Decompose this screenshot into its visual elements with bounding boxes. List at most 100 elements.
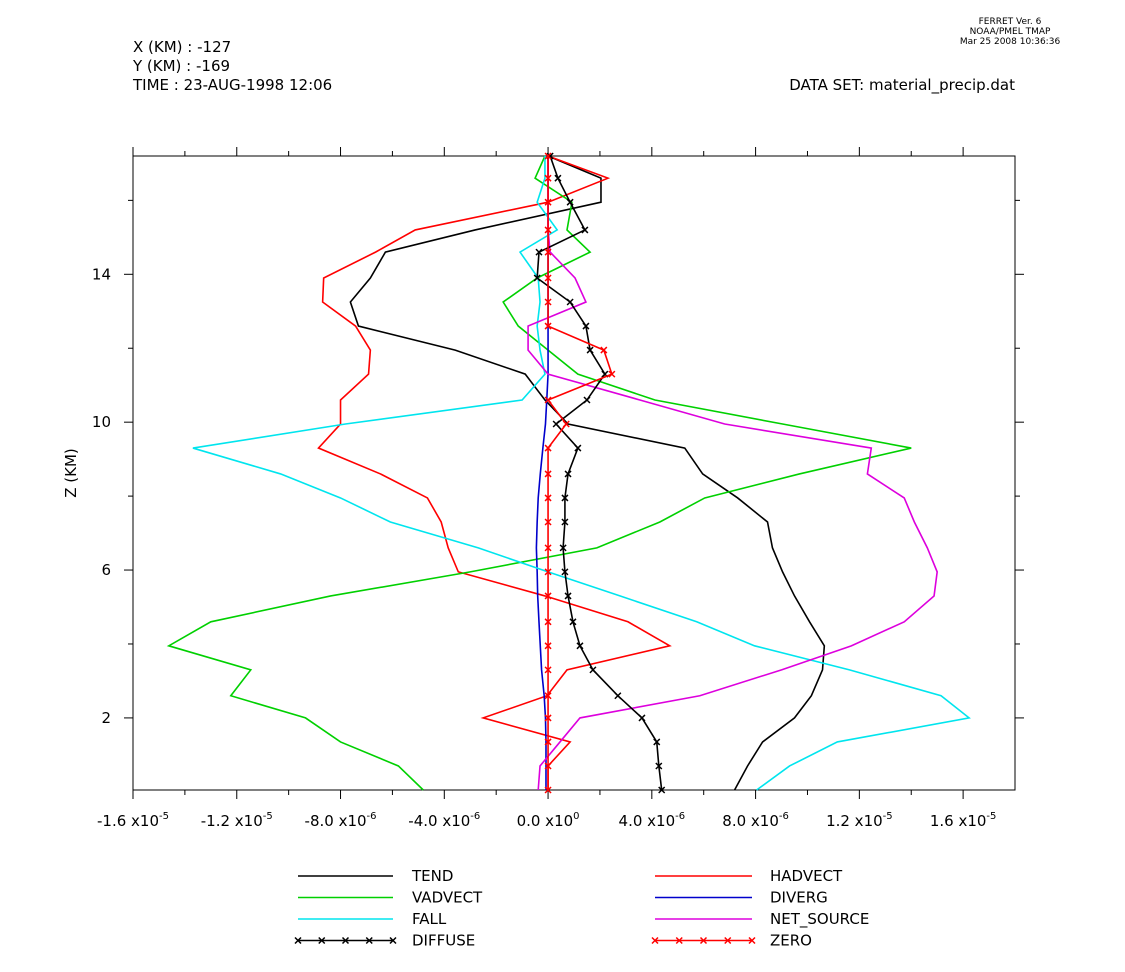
x-tick-label: 0.0 x100 [517, 811, 580, 830]
legend-marker [724, 936, 732, 945]
point-marker [544, 692, 552, 700]
point-marker [653, 738, 661, 746]
point-marker [544, 248, 552, 256]
x-tick-label: 1.2 x10-5 [826, 811, 893, 830]
point-marker [544, 642, 552, 650]
point-marker [544, 226, 552, 234]
legend-marker [748, 936, 756, 945]
x-tick-mantissa: 8.0 x10 [722, 812, 779, 830]
point-marker [566, 298, 574, 306]
legend-label: ZERO [770, 932, 812, 950]
point-marker [576, 642, 584, 650]
y-tick-label: 10 [92, 413, 111, 431]
point-marker [552, 420, 560, 428]
point-marker [544, 396, 552, 404]
x-tick-exponent: -5 [159, 811, 169, 822]
point-marker [608, 370, 616, 378]
legend-label: VADVECT [412, 889, 483, 907]
legend-label: FALL [412, 910, 447, 928]
point-marker [544, 786, 552, 794]
point-marker [544, 762, 552, 770]
legend-label: HADVECT [770, 867, 843, 885]
organization: NOAA/PMEL TMAP [970, 27, 1051, 37]
point-marker [544, 738, 552, 746]
y-axis-label: Z (KM) [62, 448, 80, 498]
point-marker [554, 174, 562, 182]
point-marker [583, 396, 591, 404]
series-line [527, 156, 938, 791]
plot-frame [132, 155, 1016, 791]
x-tick-label: -1.2 x10-5 [201, 811, 273, 830]
legend-label: DIVERG [770, 889, 828, 907]
point-marker [544, 714, 552, 722]
point-marker [561, 518, 569, 526]
point-marker [535, 248, 543, 256]
series-line [192, 156, 971, 791]
x-tick-label: -1.6 x10-5 [97, 811, 169, 830]
legend-label: DIFFUSE [412, 932, 475, 950]
point-marker [544, 322, 552, 330]
x-tick-exponent: -5 [986, 811, 996, 822]
point-marker [561, 494, 569, 502]
point-marker [544, 470, 552, 478]
point-marker [544, 444, 552, 452]
point-marker [533, 274, 541, 282]
x-tick-label: 8.0 x10-6 [722, 811, 789, 830]
legend-marker [341, 936, 350, 945]
y-tick-label: 6 [101, 561, 111, 579]
x-tick-mantissa: -1.2 x10 [201, 812, 263, 830]
point-marker [614, 692, 622, 700]
series-line [349, 155, 826, 791]
legend-marker [294, 936, 302, 945]
point-marker [600, 346, 608, 354]
point-marker [655, 762, 663, 770]
y-tick-label: 14 [92, 265, 111, 283]
y-tick-label: 2 [101, 709, 111, 727]
point-marker [589, 666, 597, 674]
x-tick-mantissa: 1.6 x10 [930, 812, 987, 830]
legend-label: NET_SOURCE [770, 910, 869, 929]
point-marker [581, 226, 589, 234]
legend-marker [699, 936, 708, 945]
point-marker [544, 568, 552, 576]
legend-marker [389, 936, 397, 945]
point-marker [586, 346, 594, 354]
point-marker [574, 444, 582, 452]
x-tick-label: -8.0 x10-6 [305, 811, 377, 830]
point-marker [544, 298, 552, 306]
point-marker [544, 544, 552, 552]
x-tick-mantissa: 4.0 x10 [619, 812, 676, 830]
x-tick-label: -4.0 x10-6 [408, 811, 480, 830]
point-marker [564, 470, 572, 478]
point-marker [566, 198, 574, 206]
x-tick-exponent: 0 [573, 811, 579, 822]
legend-marker [675, 936, 683, 945]
point-marker [544, 666, 552, 674]
series-line [166, 155, 912, 791]
point-marker [638, 714, 646, 722]
x-tick-mantissa: 1.2 x10 [826, 812, 883, 830]
point-marker [544, 618, 552, 626]
x-tick-mantissa: -8.0 x10 [305, 812, 367, 830]
x-tick-mantissa: -1.6 x10 [97, 812, 159, 830]
dataset: DATA SET: material_precip.dat [789, 76, 1015, 95]
point-marker [544, 494, 552, 502]
plot-date: Mar 25 2008 10:36:36 [960, 37, 1061, 47]
legend-label: TEND [411, 867, 453, 885]
point-marker [658, 786, 666, 794]
legend-marker [651, 936, 659, 945]
x-position: X (KM) : -127 [133, 38, 231, 56]
point-marker [544, 592, 552, 600]
point-marker [562, 420, 570, 428]
time: TIME : 23-AUG-1998 12:06 [132, 76, 332, 94]
legend-marker [318, 936, 326, 945]
x-tick-exponent: -6 [470, 811, 480, 822]
x-tick-exponent: -6 [675, 811, 685, 822]
point-marker [561, 568, 569, 576]
x-tick-mantissa: 0.0 x10 [517, 812, 574, 830]
x-tick-exponent: -6 [367, 811, 377, 822]
point-marker [544, 518, 552, 526]
x-tick-label: 1.6 x10-5 [930, 811, 997, 830]
series-line [317, 155, 672, 790]
